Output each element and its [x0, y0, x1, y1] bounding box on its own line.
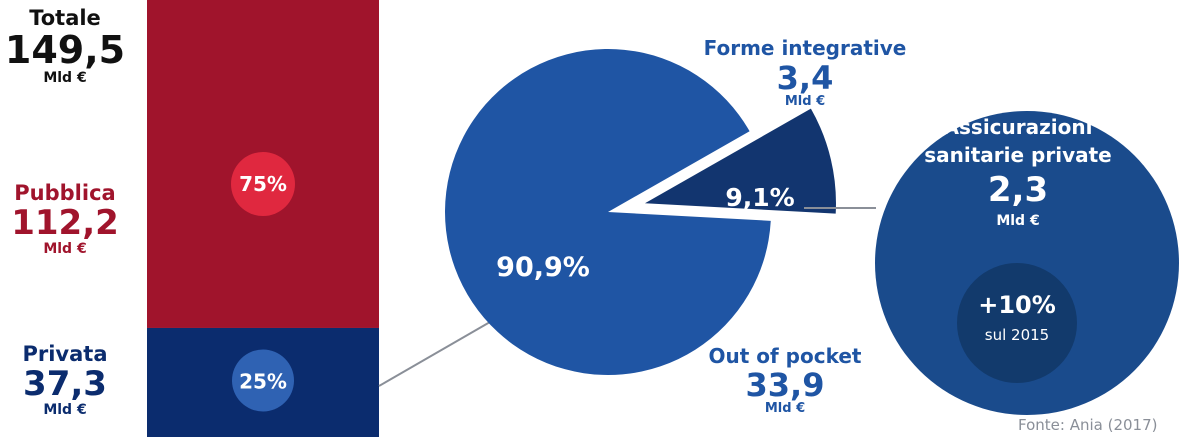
pie-label-out-of-pocket-percent: 90,9% — [496, 252, 590, 283]
pubblica-block: Pubblica 112,2 Mld € — [0, 181, 130, 257]
bar-label-privata-percent: 25% — [239, 369, 287, 393]
pocket-block: Out of pocket 33,9 Mld € — [670, 346, 900, 415]
percent-circle-privata — [232, 349, 294, 412]
forme-block: Forme integrative 3,4 Mld € — [690, 38, 920, 108]
totale-value: 149,5 — [4, 28, 126, 72]
growth-sub: sul 2015 — [985, 326, 1049, 344]
insurance-value: 2,3 — [988, 170, 1048, 210]
pie-slice-out-of-pocket — [444, 49, 771, 376]
privata-value: 37,3 — [23, 364, 107, 404]
insurance-label-line1: Assicurazioni — [944, 115, 1093, 139]
forme-value: 3,4 — [776, 59, 834, 97]
pubblica-label: Pubblica — [14, 181, 116, 205]
insurance-circle — [875, 111, 1179, 415]
insurance-label-line2: sanitarie private — [924, 143, 1112, 167]
growth-value: +10% — [978, 291, 1056, 319]
pie-slice-forme-integrative — [644, 108, 836, 214]
pubblica-unit: Mld € — [43, 241, 87, 257]
source-note: Fonte: Ania (2017) — [1018, 416, 1158, 434]
pie-label-forme-percent: 9,1% — [725, 183, 794, 212]
totale-label: Totale — [29, 6, 101, 30]
privata-block: Privata 37,3 Mld € — [0, 342, 130, 418]
connector-line-bar-to-pie — [378, 321, 491, 387]
pocket-value: 33,9 — [745, 366, 825, 404]
forme-label: Forme integrative — [703, 36, 907, 60]
pubblica-value: 112,2 — [11, 203, 119, 243]
totale-unit: Mld € — [43, 70, 87, 86]
forme-unit: Mld € — [784, 94, 826, 109]
pocket-label: Out of pocket — [708, 344, 862, 368]
privata-label: Privata — [22, 342, 108, 366]
privata-unit: Mld € — [43, 402, 87, 418]
percent-circle-pubblica — [231, 152, 295, 216]
pocket-unit: Mld € — [764, 401, 806, 416]
growth-badge-circle — [957, 263, 1077, 383]
totale-block: Totale 149,5 Mld € — [0, 6, 130, 86]
bar-label-pubblica-percent: 75% — [239, 172, 287, 196]
insurance-unit: Mld € — [996, 213, 1039, 229]
